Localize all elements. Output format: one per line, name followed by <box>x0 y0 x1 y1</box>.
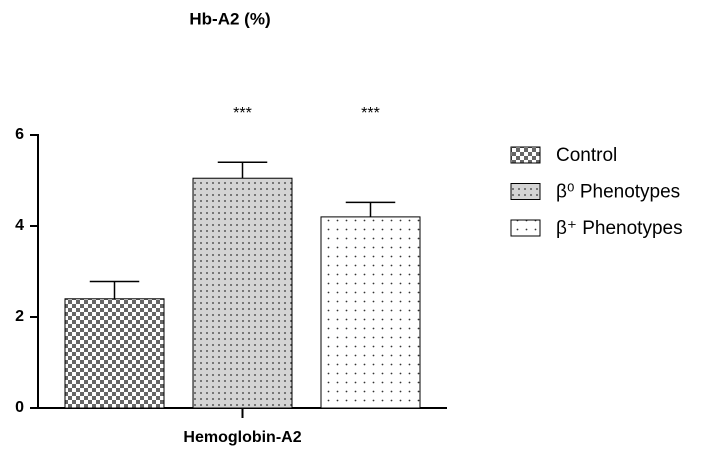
legend-label: Control <box>556 145 617 166</box>
bar <box>192 177 293 409</box>
x-tick-label: Hemoglobin-A2 <box>183 429 301 446</box>
legend-label: β⁺ Phenotypes <box>556 218 683 239</box>
y-tick-label: 4 <box>15 217 24 234</box>
y-tick-label: 2 <box>15 308 24 325</box>
legend-swatch <box>510 146 541 164</box>
significance-label: *** <box>361 105 380 122</box>
bar <box>64 298 165 409</box>
y-tick-label: 6 <box>15 126 24 143</box>
significance-label: *** <box>233 105 252 122</box>
legend-label: β⁰ Phenotypes <box>556 182 680 203</box>
y-tick-label: 0 <box>15 399 24 416</box>
legend-swatch <box>510 219 541 237</box>
error-bar <box>217 161 268 179</box>
chart-title: Hb-A2 (%) <box>189 9 270 28</box>
legend-swatch <box>510 183 541 200</box>
error-bar <box>89 280 140 299</box>
error-bar <box>345 201 396 217</box>
bar <box>320 216 421 409</box>
